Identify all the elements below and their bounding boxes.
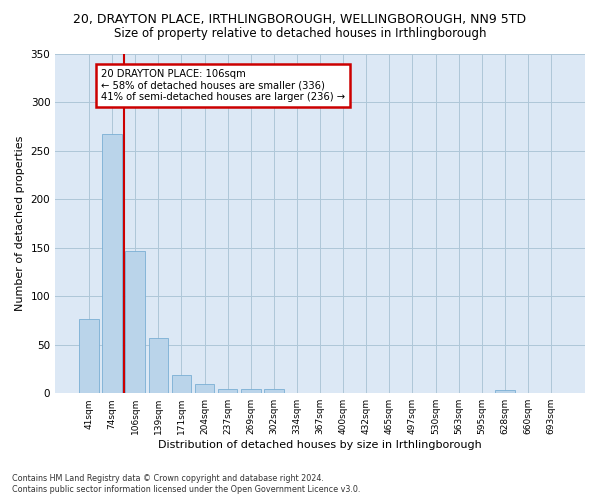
Bar xyxy=(195,384,214,393)
Bar xyxy=(241,390,260,393)
Bar xyxy=(495,390,515,393)
Text: Contains HM Land Registry data © Crown copyright and database right 2024.
Contai: Contains HM Land Registry data © Crown c… xyxy=(12,474,361,494)
Bar xyxy=(125,250,145,393)
Bar xyxy=(218,390,238,393)
Bar xyxy=(103,134,122,393)
Y-axis label: Number of detached properties: Number of detached properties xyxy=(15,136,25,312)
Bar xyxy=(79,318,99,393)
Text: 20, DRAYTON PLACE, IRTHLINGBOROUGH, WELLINGBOROUGH, NN9 5TD: 20, DRAYTON PLACE, IRTHLINGBOROUGH, WELL… xyxy=(73,12,527,26)
Text: 20 DRAYTON PLACE: 106sqm
← 58% of detached houses are smaller (336)
41% of semi-: 20 DRAYTON PLACE: 106sqm ← 58% of detach… xyxy=(101,68,345,102)
X-axis label: Distribution of detached houses by size in Irthlingborough: Distribution of detached houses by size … xyxy=(158,440,482,450)
Bar xyxy=(264,390,284,393)
Bar xyxy=(149,338,168,393)
Bar xyxy=(172,375,191,393)
Text: Size of property relative to detached houses in Irthlingborough: Size of property relative to detached ho… xyxy=(114,28,486,40)
